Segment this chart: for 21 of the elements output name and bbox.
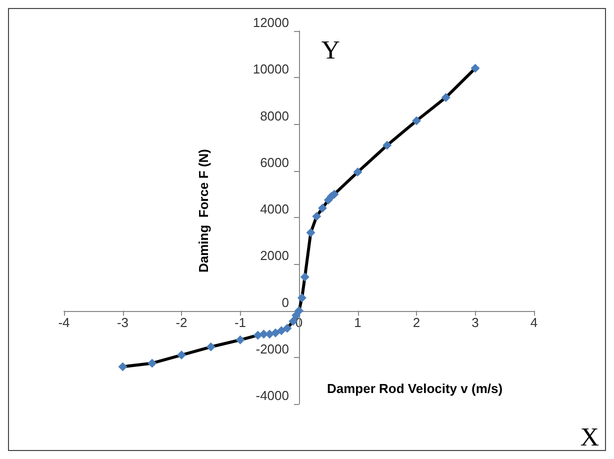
x-tick-label: 1 xyxy=(354,314,362,330)
y-tick-label: 10000 xyxy=(252,62,289,77)
y-tick-label: 6000 xyxy=(260,154,289,170)
annotation: Y xyxy=(321,36,340,64)
x-tick-label: -4 xyxy=(58,314,70,330)
y-tick-label: -4000 xyxy=(256,388,289,403)
x-tick-label: 4 xyxy=(530,314,538,330)
y-tick-label: 12000 xyxy=(252,15,289,30)
x-tick-label: 2 xyxy=(412,314,420,330)
x-tick-label: 3 xyxy=(472,314,479,330)
y-tick-label: 8000 xyxy=(260,108,289,124)
text: X xyxy=(580,422,600,452)
y-tick-label: 0 xyxy=(282,294,289,310)
x-tick-label: -3 xyxy=(116,314,129,330)
x-axis-title: Damper Rod Velocity v (m/s) xyxy=(327,381,503,396)
x-tick-label: -1 xyxy=(234,314,246,330)
y-tick-label: 2000 xyxy=(260,248,289,264)
y-tick-label: -2000 xyxy=(256,341,289,356)
y-axis-title: Daming Force F (N) xyxy=(196,148,211,273)
y-tick-label: 4000 xyxy=(260,202,289,216)
x-tick-label: -2 xyxy=(176,314,188,330)
